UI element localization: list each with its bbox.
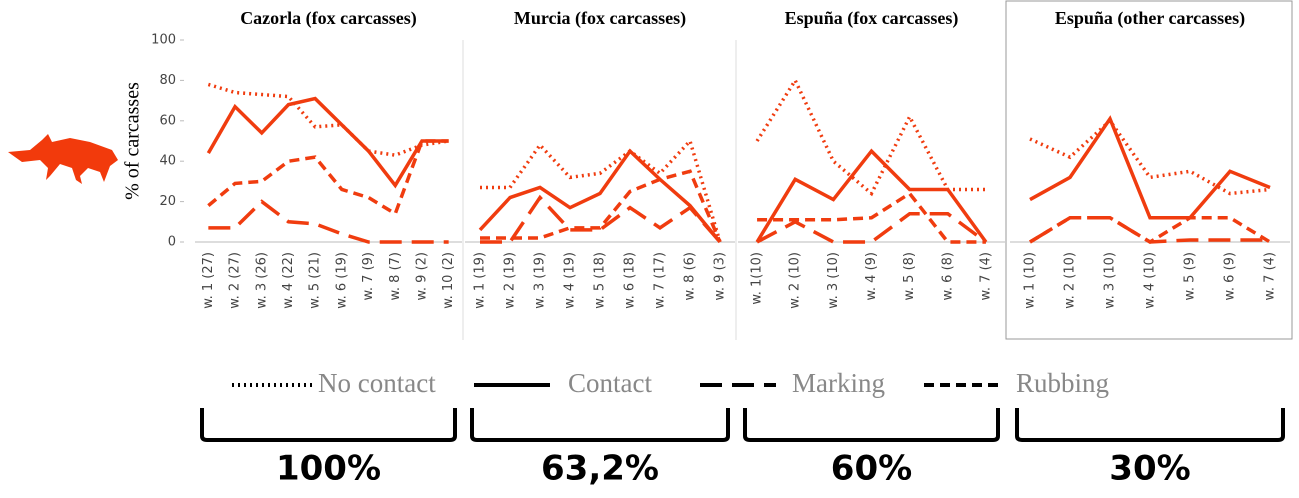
- x-tick-label: w. 4 (19): [563, 252, 578, 309]
- legend-label: Contact: [568, 368, 652, 398]
- y-tick-label: 0: [168, 235, 176, 250]
- x-tick-label: w. 7 (17): [653, 252, 668, 309]
- x-tick-label: w. 2 (10): [1063, 252, 1078, 309]
- series-line: [755, 76, 986, 197]
- panel-title: Espuña (other carcasses): [1055, 8, 1245, 29]
- series-line: [208, 199, 449, 244]
- series-line: [1029, 216, 1271, 245]
- x-tick-label: w. 10 (2): [441, 252, 456, 309]
- series-line: [1029, 115, 1271, 220]
- legend-label: No contact: [318, 368, 436, 398]
- x-tick-label: w. 9 (2): [414, 252, 429, 301]
- x-tick-label: w. 6 (19): [334, 252, 349, 309]
- x-tick-label: w. 1 (10): [1023, 252, 1038, 309]
- x-tick-label: w. 3 (10): [826, 252, 841, 309]
- series-line: [1029, 118, 1271, 196]
- y-axis-label: % of carcasses: [122, 82, 144, 200]
- bracket: [470, 408, 730, 442]
- y-tick-label: 60: [159, 113, 176, 128]
- series-line: [757, 191, 986, 244]
- series-line: [480, 194, 722, 244]
- bracket: [200, 408, 457, 442]
- series-line: [478, 148, 722, 244]
- series-line: [480, 169, 722, 243]
- bracket: [1015, 408, 1285, 442]
- y-tick-label: 100: [151, 33, 176, 48]
- x-tick-label: w. 4 (9): [864, 252, 879, 301]
- x-tick-label: w. 5 (8): [902, 252, 917, 301]
- x-tick-label: w. 2 (10): [788, 252, 803, 309]
- series-line: [207, 139, 449, 217]
- panel-title: Cazorla (fox carcasses): [240, 8, 417, 29]
- y-tick-label: 40: [159, 154, 176, 169]
- panel-title: Espuña (fox carcasses): [785, 8, 959, 29]
- x-tick-label: w. 6 (18): [623, 252, 638, 309]
- x-tick-label: w. 6 (8): [940, 252, 955, 301]
- x-tick-label: w. 1(10): [750, 252, 765, 305]
- series-line: [756, 211, 987, 244]
- x-tick-label: w. 3 (10): [1103, 252, 1118, 309]
- x-tick-label: w. 8 (7): [388, 252, 403, 301]
- panel-title: Murcia (fox carcasses): [514, 8, 686, 29]
- percentage: 100%: [276, 449, 381, 489]
- x-tick-label: w. 7 (4): [1263, 252, 1278, 301]
- y-tick-label: 80: [159, 73, 176, 88]
- bracket: [743, 408, 1000, 442]
- percentage: 30%: [1109, 449, 1190, 489]
- x-tick-label: w. 4 (10): [1143, 252, 1158, 309]
- series-line: [206, 96, 449, 189]
- x-tick-label: w. 9 (3): [713, 252, 728, 301]
- percentage: 60%: [831, 449, 912, 489]
- series-line: [480, 137, 722, 243]
- x-tick-label: w. 8 (6): [683, 252, 698, 301]
- x-tick-label: w. 5 (9): [1183, 252, 1198, 301]
- x-tick-label: w. 3 (26): [254, 252, 269, 309]
- legend-label: Rubbing: [1016, 368, 1109, 398]
- legend-label: Marking: [792, 368, 885, 398]
- x-tick-label: w. 1 (27): [201, 252, 216, 309]
- x-tick-label: w. 7 (4): [978, 252, 993, 301]
- x-tick-label: w. 2 (27): [228, 252, 243, 309]
- x-tick-label: w. 3 (19): [533, 252, 548, 309]
- x-tick-label: w. 2 (19): [503, 252, 518, 309]
- x-tick-label: w. 4 (22): [281, 252, 296, 309]
- x-tick-label: w. 5 (18): [593, 252, 608, 309]
- percentage: 63,2%: [541, 449, 659, 489]
- fox-icon: [8, 134, 118, 184]
- x-tick-label: w. 7 (9): [361, 252, 376, 301]
- x-tick-label: w. 1 (19): [473, 252, 488, 309]
- series-line: [755, 148, 988, 244]
- panel-border: [1005, 0, 1293, 340]
- series-line: [207, 82, 449, 157]
- x-tick-label: w. 5 (21): [308, 252, 323, 309]
- y-tick-label: 20: [159, 194, 176, 209]
- x-tick-label: w. 6 (9): [1223, 252, 1238, 301]
